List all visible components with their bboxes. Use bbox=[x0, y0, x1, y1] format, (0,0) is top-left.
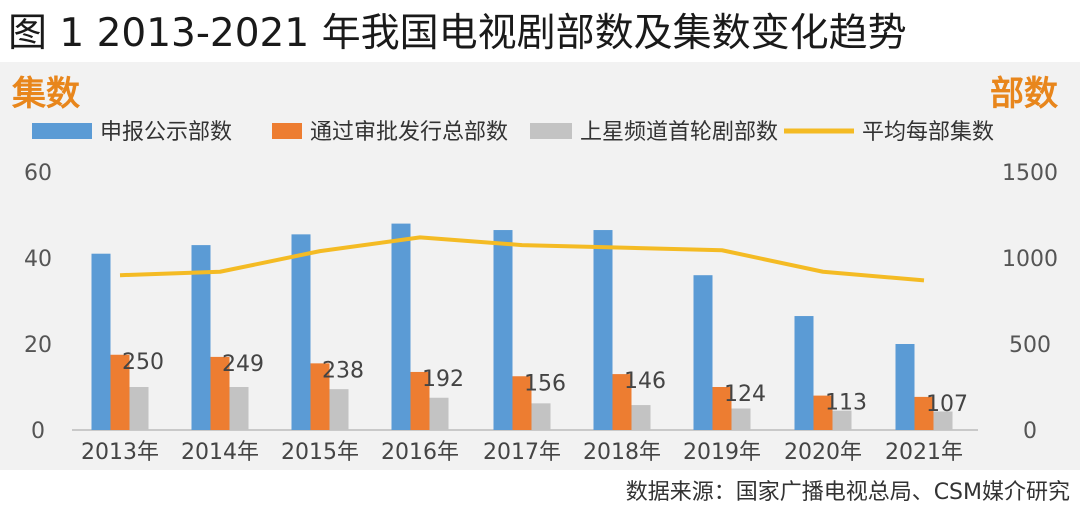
data-label-0: 250 bbox=[122, 350, 164, 375]
bar-orange-5 bbox=[612, 374, 632, 430]
bar-blue-4 bbox=[493, 230, 513, 430]
bar-orange-0 bbox=[110, 354, 130, 430]
x-tick-label-5: 2018年 bbox=[583, 440, 661, 465]
bar-blue-3 bbox=[391, 223, 411, 430]
left-tick-label: 20 bbox=[24, 333, 52, 358]
line-average-episodes bbox=[119, 235, 925, 283]
chart-title: 图 1 2013-2021 年我国电视剧部数及集数变化趋势 bbox=[8, 11, 907, 56]
bar-gray-6 bbox=[731, 408, 751, 430]
bar-gray-5 bbox=[631, 405, 651, 430]
legend-label-0: 申报公示部数 bbox=[100, 120, 232, 145]
legend-label-3: 平均每部集数 bbox=[862, 120, 994, 145]
bar-gray-3 bbox=[429, 397, 449, 430]
legend-swatch-0 bbox=[32, 123, 92, 139]
bar-gray-0 bbox=[129, 387, 149, 430]
left-tick-label: 40 bbox=[24, 247, 52, 272]
x-tick-label-8: 2021年 bbox=[885, 440, 963, 465]
x-tick-label-1: 2014年 bbox=[181, 440, 259, 465]
x-tick-label-6: 2019年 bbox=[683, 440, 761, 465]
left-axis-caption: 集数 bbox=[12, 74, 80, 114]
x-tick-label-2: 2015年 bbox=[281, 440, 359, 465]
right-tick-label: 1000 bbox=[1002, 247, 1058, 272]
x-tick-label-0: 2013年 bbox=[81, 440, 159, 465]
data-label-5: 146 bbox=[624, 369, 666, 394]
legend-swatch-2 bbox=[530, 123, 572, 139]
right-tick-label: 0 bbox=[1023, 419, 1037, 444]
data-label-2: 238 bbox=[322, 358, 364, 383]
bar-orange-7 bbox=[813, 395, 833, 430]
left-tick-label: 0 bbox=[31, 419, 45, 444]
legend-swatch-1 bbox=[272, 123, 302, 139]
data-label-4: 156 bbox=[524, 371, 566, 396]
bar-blue-0 bbox=[91, 253, 111, 430]
bar-blue-5 bbox=[593, 230, 613, 430]
data-label-1: 249 bbox=[222, 352, 264, 377]
bar-orange-2 bbox=[310, 363, 330, 430]
bar-blue-1 bbox=[191, 245, 211, 430]
right-tick-label: 1500 bbox=[1002, 161, 1058, 186]
x-tick-label-3: 2016年 bbox=[381, 440, 459, 465]
bar-orange-1 bbox=[210, 356, 230, 430]
bar-gray-4 bbox=[531, 403, 551, 430]
bar-orange-8 bbox=[914, 396, 934, 430]
bar-blue-8 bbox=[895, 344, 915, 430]
bar-gray-1 bbox=[229, 387, 249, 430]
data-source: 数据来源：国家广播电视总局、CSM媒介研究 bbox=[625, 480, 1070, 505]
bar-gray-2 bbox=[329, 389, 349, 430]
x-tick-label-4: 2017年 bbox=[483, 440, 561, 465]
bar-orange-6 bbox=[712, 387, 732, 430]
bar-blue-6 bbox=[693, 275, 713, 430]
bar-blue-2 bbox=[291, 234, 311, 430]
legend-label-2: 上星频道首轮剧部数 bbox=[580, 120, 778, 145]
x-tick-label-7: 2020年 bbox=[784, 440, 862, 465]
right-axis-caption: 部数 bbox=[990, 74, 1058, 114]
bar-orange-3 bbox=[410, 371, 430, 430]
bar-orange-4 bbox=[512, 376, 532, 430]
left-tick-label: 60 bbox=[24, 161, 52, 186]
right-tick-label: 500 bbox=[1009, 333, 1051, 358]
bar-blue-7 bbox=[794, 316, 814, 430]
data-label-7: 113 bbox=[825, 391, 867, 416]
legend-label-1: 通过审批发行总部数 bbox=[310, 120, 508, 145]
data-label-8: 107 bbox=[926, 392, 968, 417]
bar-gray-7 bbox=[832, 410, 852, 430]
bar-gray-8 bbox=[933, 411, 953, 430]
data-label-3: 192 bbox=[422, 367, 464, 392]
data-label-6: 124 bbox=[724, 382, 766, 407]
